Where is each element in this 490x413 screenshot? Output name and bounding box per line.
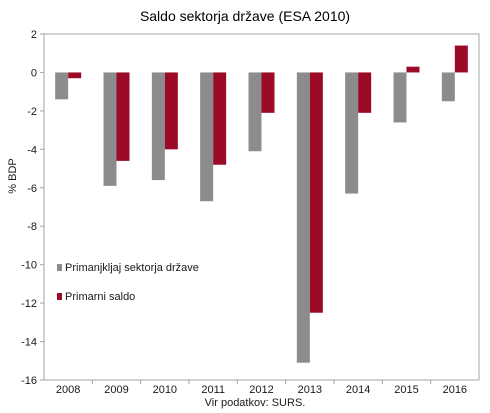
x-axis: 2008 2009 2010 2011 2012 2013 2014 2015 2016	[56, 380, 467, 396]
bars	[55, 45, 468, 363]
y-tick-label: -14	[21, 337, 37, 349]
y-tick-label: -12	[21, 298, 37, 310]
plot-frame	[43, 33, 480, 381]
legend-label: Primanjkljaj sektorja države	[65, 262, 199, 274]
x-tick-label: 2009	[104, 384, 128, 396]
legend-label: Primarni saldo	[65, 291, 135, 303]
x-tick-label: 2015	[394, 384, 418, 396]
source-note: Vir podatkov: SURS.	[205, 397, 306, 409]
bar-primarni-2016	[454, 45, 468, 73]
y-tick-label: 2	[31, 29, 37, 41]
bar-primarni-2010	[164, 72, 178, 150]
bar-primarni-2009	[116, 72, 130, 161]
x-tick-label: 2010	[153, 384, 177, 396]
legend-swatch	[57, 264, 62, 271]
y-tick-label: -2	[27, 106, 37, 118]
bar-primanjkljaj-2016	[441, 72, 455, 102]
bar-primarni-2015	[406, 66, 420, 73]
legend: Primanjkljaj sektorja države Primarni sal…	[57, 262, 199, 303]
x-tick-label: 2011	[201, 384, 225, 396]
x-tick-label: 2013	[298, 384, 322, 396]
plot-border	[43, 33, 480, 381]
bar-primanjkljaj-2009	[103, 72, 117, 186]
y-axis: 2 0 -2 -4 -6 -8 -10 -12 -14 -16	[21, 29, 44, 387]
y-tick-label: 0	[31, 67, 37, 79]
x-tick-label: 2012	[249, 384, 273, 396]
chart-title: Saldo sektorja države (ESA 2010)	[140, 8, 350, 24]
bar-primanjkljaj-2012	[248, 72, 262, 152]
bar-primanjkljaj-2008	[55, 72, 69, 100]
x-tick-label: 2014	[346, 384, 370, 396]
x-tick-label: 2016	[443, 384, 467, 396]
bar-primarni-2011	[213, 72, 227, 165]
bar-primarni-2013	[309, 72, 323, 313]
y-tick-label: -8	[27, 221, 37, 233]
y-tick-label: -10	[21, 260, 37, 272]
legend-swatch	[57, 293, 62, 300]
y-axis-label: % BDP	[7, 158, 19, 193]
bar-primanjkljaj-2014	[345, 72, 359, 194]
x-tick-label: 2008	[56, 384, 80, 396]
bar-primarni-2008	[68, 72, 82, 79]
y-tick-label: -4	[27, 144, 37, 156]
bar-primarni-2012	[261, 72, 275, 113]
y-tick-label: -16	[21, 375, 37, 387]
y-tick-label: -6	[27, 183, 37, 195]
bar-primanjkljaj-2015	[393, 72, 407, 123]
bar-primanjkljaj-2013	[296, 72, 310, 363]
bar-primarni-2014	[358, 72, 372, 113]
bar-primanjkljaj-2011	[200, 72, 214, 202]
bar-primanjkljaj-2010	[151, 72, 165, 181]
